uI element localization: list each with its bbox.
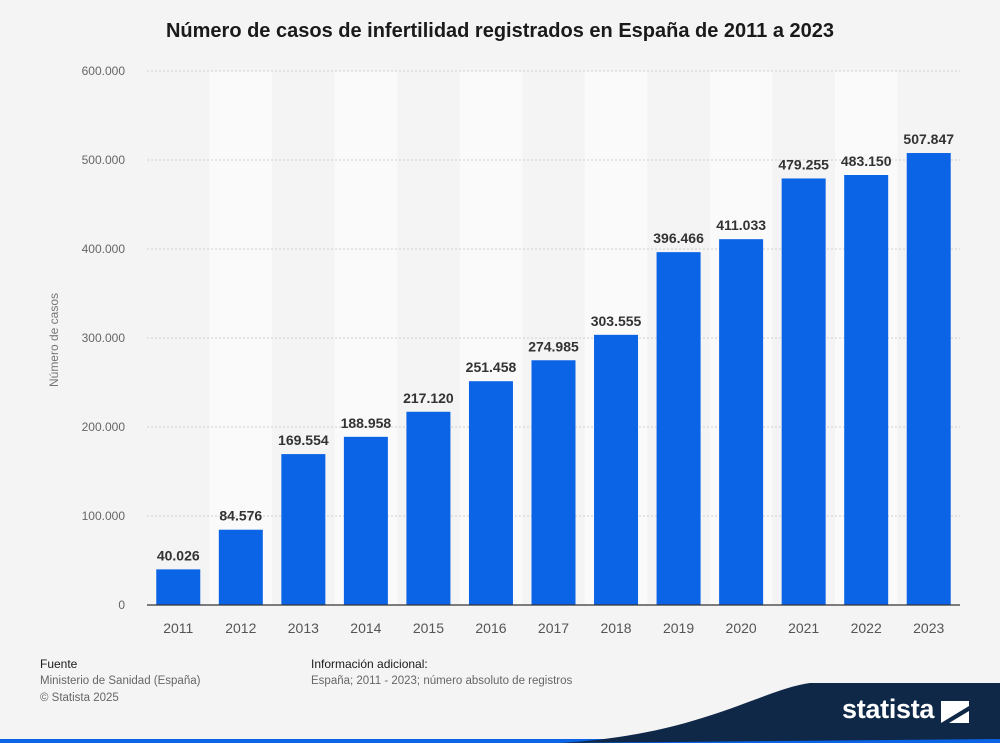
bar (781, 178, 826, 605)
y-tick-label: 500.000 (82, 153, 126, 167)
x-tick-label: 2023 (913, 620, 944, 636)
x-tick-label: 2014 (350, 620, 381, 636)
source-text[interactable]: Ministerio de Sanidad (España) (40, 675, 201, 687)
data-label: 396.466 (653, 230, 704, 246)
data-label: 217.120 (403, 390, 454, 406)
x-tick-label: 2021 (788, 620, 819, 636)
source-heading: Fuente (40, 657, 78, 671)
bar (906, 153, 951, 605)
bar (281, 454, 326, 605)
bar (406, 411, 451, 605)
data-label: 411.033 (716, 217, 766, 233)
bar (156, 569, 201, 605)
x-tick-label: 2020 (726, 620, 757, 636)
y-tick-label: 0 (118, 598, 125, 612)
bar (218, 529, 263, 605)
bar (656, 252, 701, 605)
y-tick-label: 200.000 (82, 420, 126, 434)
bar (719, 239, 764, 605)
y-tick-label: 600.000 (82, 64, 126, 78)
x-tick-label: 2022 (851, 620, 882, 636)
data-label: 84.576 (219, 508, 262, 524)
data-label: 483.150 (841, 153, 892, 169)
x-tick-label: 2012 (225, 620, 256, 636)
x-tick-label: 2011 (163, 620, 193, 636)
data-label: 188.958 (341, 415, 392, 431)
data-label: 251.458 (466, 359, 517, 375)
bar-chart: 0 100.000 200.000 300.000 400.000 500.000 600.… (82, 64, 960, 636)
data-label: 479.255 (778, 156, 829, 172)
copyright-text: © Statista 2025 (40, 692, 119, 704)
x-tick-label: 2018 (600, 620, 631, 636)
chart-title: Número de casos de infertilidad registra… (165, 20, 835, 42)
info-heading: Información adicional: (311, 657, 428, 671)
data-label: 40.026 (157, 547, 200, 563)
x-tick-label: 2016 (475, 620, 506, 636)
data-label: 169.554 (278, 432, 329, 448)
bar (343, 436, 388, 605)
info-text: España; 2011 - 2023; número absoluto de … (311, 675, 573, 687)
y-tick-label: 400.000 (82, 242, 126, 256)
x-tick-label: 2013 (288, 620, 319, 636)
x-tick-label: 2019 (663, 620, 694, 636)
data-label: 303.555 (591, 313, 642, 329)
bar (468, 381, 513, 605)
bar (531, 360, 576, 605)
statista-logo-icon (941, 701, 969, 723)
data-label: 274.985 (528, 338, 579, 354)
statista-logo[interactable]: statista (842, 694, 935, 724)
x-tick-label: 2017 (538, 620, 569, 636)
bar (844, 174, 889, 605)
bar (594, 334, 639, 605)
data-label: 507.847 (903, 131, 954, 147)
info-block: Información adicional: España; 2011 - 20… (311, 656, 572, 690)
x-tick-label: 2015 (413, 620, 444, 636)
source-block: Fuente Ministerio de Sanidad (España) © … (40, 656, 200, 707)
y-tick-label: 100.000 (82, 509, 126, 523)
y-tick-label: 300.000 (82, 331, 126, 345)
